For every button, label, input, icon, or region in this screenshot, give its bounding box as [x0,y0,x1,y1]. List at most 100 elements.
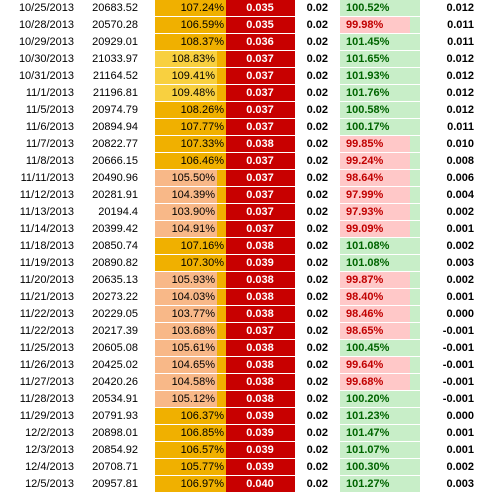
change-cell[interactable]: 0.000 [446,308,474,320]
rate-cell[interactable]: 0.040 [246,478,274,490]
date-cell[interactable]: 10/25/2013 [18,2,74,14]
constant-cell[interactable]: 0.02 [306,121,328,133]
change-cell[interactable]: 0.011 [447,121,474,133]
date-cell[interactable]: 11/18/2013 [19,240,74,252]
relative-cell[interactable]: 99.98% [340,17,410,34]
rate-cell[interactable]: 0.037 [246,87,274,99]
percent-cell[interactable]: 105.50% [155,170,217,187]
price-cell[interactable]: 20666.15 [92,155,138,167]
constant-cell[interactable]: 0.02 [306,359,328,371]
price-cell[interactable]: 20974.79 [92,104,138,116]
percent-cell[interactable]: 104.58% [155,374,217,391]
relative-cell[interactable]: 98.40% [340,289,410,306]
change-cell[interactable]: 0.011 [447,19,474,31]
relative-cell[interactable]: 101.23% [346,410,390,422]
price-cell[interactable]: 20898.01 [92,427,138,439]
price-cell[interactable]: 21196.81 [92,87,138,99]
rate-cell[interactable]: 0.037 [246,155,274,167]
constant-cell[interactable]: 0.02 [306,376,328,388]
constant-cell[interactable]: 0.02 [306,104,328,116]
constant-cell[interactable]: 0.02 [306,478,328,490]
change-cell[interactable]: 0.001 [446,291,474,303]
change-cell[interactable]: -0.001 [442,393,474,405]
rate-cell[interactable]: 0.035 [246,19,274,31]
constant-cell[interactable]: 0.02 [306,70,328,82]
percent-cell[interactable]: 103.77% [155,306,217,323]
change-cell[interactable]: 0.002 [446,461,474,473]
price-cell[interactable]: 20890.82 [92,257,138,269]
date-cell[interactable]: 11/22/2013 [19,325,74,337]
change-cell[interactable]: 0.004 [446,189,474,201]
relative-cell[interactable]: 99.64% [340,357,410,374]
percent-cell[interactable]: 103.68% [155,323,217,340]
relative-cell[interactable]: 98.65% [340,323,410,340]
date-cell[interactable]: 11/6/2013 [25,121,74,133]
constant-cell[interactable]: 0.02 [306,223,328,235]
change-cell[interactable]: 0.002 [446,240,474,252]
percent-cell[interactable]: 104.91% [155,221,217,238]
price-cell[interactable]: 20894.94 [92,121,138,133]
change-cell[interactable]: 0.000 [446,410,474,422]
rate-cell[interactable]: 0.035 [246,2,274,14]
relative-cell[interactable]: 101.08% [346,257,390,269]
price-cell[interactable]: 20420.26 [92,376,138,388]
price-cell[interactable]: 21033.97 [92,53,138,65]
change-cell[interactable]: 0.008 [446,155,474,167]
percent-cell[interactable]: 109.41% [155,68,217,85]
change-cell[interactable]: 0.012 [446,70,474,82]
date-cell[interactable]: 10/31/2013 [18,70,74,82]
date-cell[interactable]: 11/22/2013 [19,308,74,320]
rate-cell[interactable]: 0.039 [246,257,274,269]
rate-cell[interactable]: 0.038 [246,393,274,405]
percent-cell[interactable]: 109.48% [155,85,217,102]
constant-cell[interactable]: 0.02 [306,36,328,48]
date-cell[interactable]: 11/1/2013 [25,87,74,99]
relative-cell[interactable]: 98.64% [340,170,410,187]
percent-cell[interactable]: 106.85% [155,425,226,442]
date-cell[interactable]: 11/13/2013 [19,206,74,218]
constant-cell[interactable]: 0.02 [306,155,328,167]
date-cell[interactable]: 11/12/2013 [19,189,74,201]
date-cell[interactable]: 11/7/2013 [25,138,74,150]
rate-cell[interactable]: 0.038 [246,274,274,286]
price-cell[interactable]: 20957.81 [92,478,138,490]
price-cell[interactable]: 20281.91 [92,189,138,201]
change-cell[interactable]: 0.006 [446,172,474,184]
date-cell[interactable]: 10/29/2013 [18,36,74,48]
date-cell[interactable]: 10/28/2013 [18,19,74,31]
rate-cell[interactable]: 0.037 [246,206,274,218]
price-cell[interactable]: 20570.28 [92,19,138,31]
price-cell[interactable]: 20217.39 [92,325,138,337]
relative-cell[interactable]: 97.93% [340,204,410,221]
price-cell[interactable]: 20490.96 [92,172,138,184]
relative-cell[interactable]: 99.87% [340,272,410,289]
constant-cell[interactable]: 0.02 [306,461,328,473]
change-cell[interactable]: 0.011 [447,36,474,48]
percent-cell[interactable]: 105.93% [155,272,217,289]
price-cell[interactable]: 20854.92 [92,444,138,456]
rate-cell[interactable]: 0.038 [246,342,274,354]
relative-cell[interactable]: 100.30% [346,461,390,473]
change-cell[interactable]: -0.001 [442,325,474,337]
constant-cell[interactable]: 0.02 [306,87,328,99]
percent-cell[interactable]: 107.77% [155,119,226,136]
change-cell[interactable]: 0.001 [446,427,474,439]
change-cell[interactable]: 0.002 [446,206,474,218]
rate-cell[interactable]: 0.036 [246,36,274,48]
change-cell[interactable]: 0.003 [446,257,474,269]
relative-cell[interactable]: 101.08% [346,240,390,252]
rate-cell[interactable]: 0.037 [246,172,274,184]
rate-cell[interactable]: 0.037 [246,189,274,201]
price-cell[interactable]: 20273.22 [92,291,138,303]
percent-cell[interactable]: 105.77% [155,459,226,476]
relative-cell[interactable]: 101.93% [346,70,390,82]
relative-cell[interactable]: 98.46% [340,306,410,323]
relative-cell[interactable]: 101.07% [346,444,390,456]
rate-cell[interactable]: 0.039 [246,461,274,473]
constant-cell[interactable]: 0.02 [306,427,328,439]
date-cell[interactable]: 11/29/2013 [19,410,74,422]
percent-cell[interactable]: 106.59% [155,17,226,34]
date-cell[interactable]: 11/5/2013 [25,104,74,116]
constant-cell[interactable]: 0.02 [306,410,328,422]
rate-cell[interactable]: 0.037 [246,53,274,65]
